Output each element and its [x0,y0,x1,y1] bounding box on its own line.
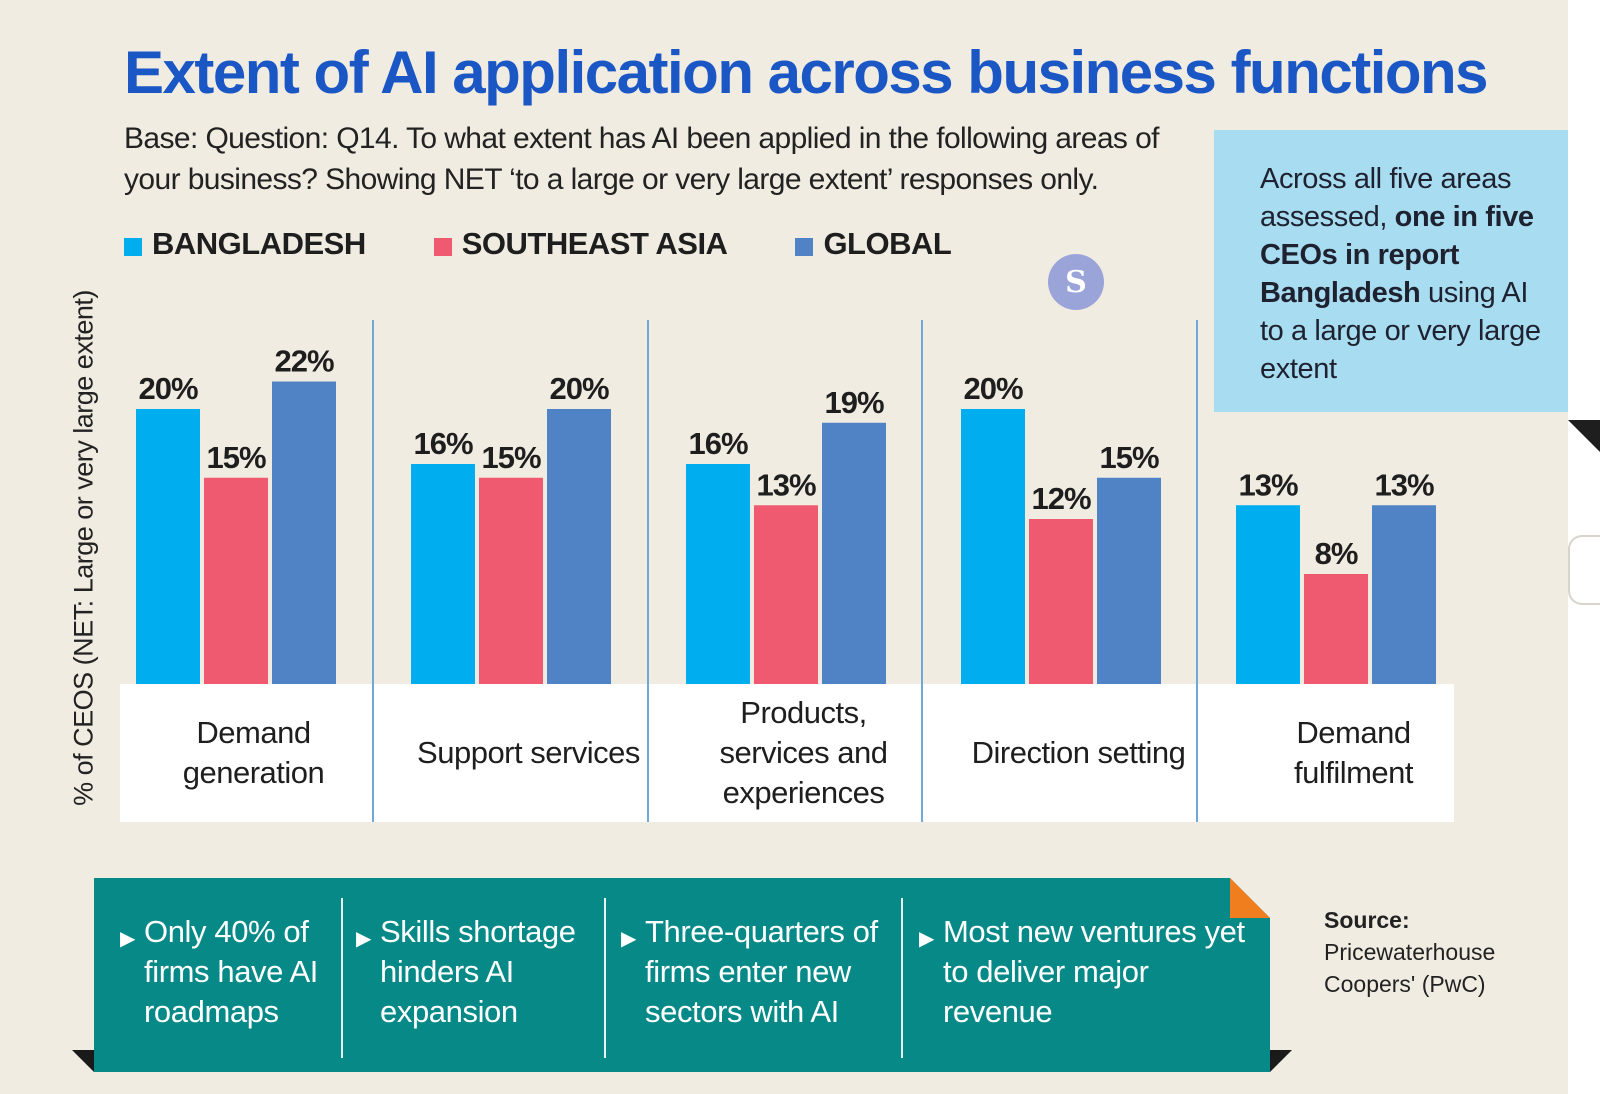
takeaway-divider [341,898,343,1058]
data-label-global: 22% [274,344,333,379]
legend-label-global: GLOBAL [823,226,952,261]
legend-item-southeast-asia: SOUTHEAST ASIA [433,226,728,262]
bar-bangladesh [136,409,200,684]
legend-item-global: GLOBAL [795,226,952,262]
category-label: Demand generation [182,715,325,790]
page-edge-curve [1568,535,1600,605]
arrow-right-icon: ▶ [120,928,135,950]
arrow-right-icon: ▶ [621,928,636,950]
category-label: Support services [417,735,640,770]
data-label-global: 15% [1099,440,1158,475]
chart-subtitle: Base: Question: Q14. To what extent has … [124,122,1159,196]
data-label-southeast-asia: 15% [481,440,540,475]
legend: BANGLADESH SOUTHEAST ASIA GLOBAL [124,224,1019,264]
bar-bangladesh [686,464,750,684]
takeaway-item-2: ▶ Skills shortage hinders AI expansion [356,912,596,1032]
page-fold-icon [1230,878,1270,918]
takeaway-tab-right [1270,1050,1292,1072]
bar-bangladesh [961,409,1025,684]
source-label: Source: [1324,907,1410,933]
takeaway-divider [604,898,606,1058]
takeaway-text-3: Three-quarters of firms enter new sector… [645,914,878,1029]
legend-swatch-global [795,238,814,256]
source-text: Pricewaterhouse Coopers' (PwC) [1324,939,1496,997]
data-label-bangladesh: 20% [138,371,197,406]
data-label-southeast-asia: 13% [756,467,815,502]
source-note: Source: Pricewaterhouse Coopers' (PwC) [1324,904,1524,1000]
bar-global [272,381,336,684]
takeaway-bar [94,878,1270,1072]
bar-global [547,409,611,684]
legend-item-bangladesh: BANGLADESH [124,226,366,262]
bar-bangladesh [411,464,475,684]
data-label-southeast-asia: 8% [1315,536,1358,571]
data-label-bangladesh: 16% [413,426,472,461]
data-label-bangladesh: 16% [688,426,747,461]
takeaway-text-2: Skills shortage hinders AI expansion [380,914,576,1029]
callout-box: Across all five areas assessed, one in f… [1214,130,1568,412]
takeaway-divider [901,898,903,1058]
takeaway-item-1: ▶ Only 40% of firms have AI roadmaps [120,912,334,1032]
bar-southeast-asia [479,477,543,684]
category-panel [120,684,1454,822]
data-label-southeast-asia: 12% [1031,481,1090,516]
bar-bangladesh [1236,505,1300,684]
data-label-bangladesh: 20% [963,371,1022,406]
bar-global [1097,477,1161,684]
bar-global [822,422,886,684]
data-label-bangladesh: 13% [1238,467,1297,502]
legend-label-bangladesh: BANGLADESH [152,226,366,261]
callout-text-bold: one in five CEOs in report Bangladesh [1260,201,1534,309]
data-label-global: 19% [824,385,883,420]
category-label: Demand fulfilment [1293,715,1414,790]
data-label-southeast-asia: 15% [206,440,265,475]
takeaway-item-3: ▶ Three-quarters of firms enter new sect… [621,912,893,1032]
page-edge-notch [1568,420,1600,452]
bar-southeast-asia [204,477,268,684]
takeaway-item-4: ▶ Most new ventures yet to deliver major… [919,912,1249,1032]
data-label-global: 20% [549,371,608,406]
chart-title: Extent of AI application across business… [124,39,1489,106]
bar-global [1372,505,1436,684]
bar-southeast-asia [754,505,818,684]
arrow-right-icon: ▶ [919,928,934,950]
legend-swatch-bangladesh [124,238,142,256]
takeaway-tab-left [72,1050,94,1072]
publisher-logo-icon: S [1048,254,1104,310]
callout-text-1: Across all five areas assessed, [1260,163,1512,233]
arrow-right-icon: ▶ [356,928,371,950]
category-label: Direction setting [971,735,1186,770]
category-label: Products, services and experiences [719,695,888,810]
legend-label-southeast-asia: SOUTHEAST ASIA [461,226,728,261]
takeaway-text-1: Only 40% of firms have AI roadmaps [144,914,318,1029]
takeaway-text-4: Most new ventures yet to deliver major r… [943,914,1245,1029]
legend-swatch-southeast-asia [433,238,452,256]
callout-text-2: using AI to a large or very large extent [1260,277,1541,385]
bar-southeast-asia [1304,574,1368,684]
bar-southeast-asia [1029,519,1093,684]
data-label-global: 13% [1374,467,1433,502]
